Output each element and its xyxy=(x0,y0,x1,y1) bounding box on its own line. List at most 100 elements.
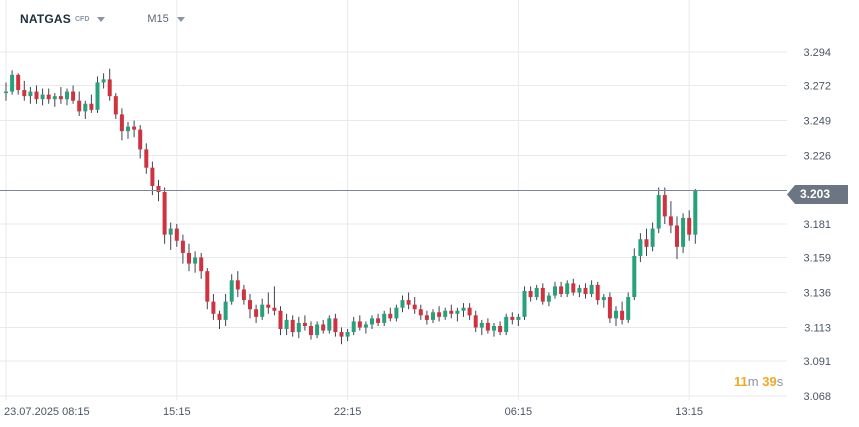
y-tick-label: 3.272 xyxy=(803,80,831,92)
candle-body xyxy=(193,257,198,264)
candle-down xyxy=(687,210,692,241)
candles xyxy=(4,68,698,345)
y-tick-label: 3.294 xyxy=(803,47,831,59)
candle-up xyxy=(101,73,106,89)
candle-body xyxy=(156,185,161,193)
current-price-value: 3.203 xyxy=(800,187,831,201)
candle-body xyxy=(498,325,503,333)
symbol-label[interactable]: NATGAS xyxy=(20,12,71,26)
candle-down xyxy=(77,91,82,116)
candle-body xyxy=(528,290,533,298)
candle-up xyxy=(296,316,301,339)
candle-body xyxy=(534,287,539,298)
candle-down xyxy=(309,321,313,340)
candle-up xyxy=(370,315,374,330)
candle-body xyxy=(424,315,429,320)
countdown-minutes: 11 xyxy=(734,374,748,389)
candle-up xyxy=(479,319,484,336)
candle-up xyxy=(601,294,606,308)
candle-body xyxy=(278,310,283,330)
x-axis: 23.07.2025 08:15 15:15 22:15 06:15 13:15 xyxy=(4,406,703,418)
timeframe-dropdown-icon[interactable] xyxy=(176,16,185,22)
candle-up xyxy=(345,329,350,342)
candle-up xyxy=(260,298,265,320)
candle-up xyxy=(656,187,661,234)
grid-lines xyxy=(0,0,787,400)
candle-body xyxy=(522,290,527,317)
timeframe-selector[interactable]: M15 xyxy=(147,13,169,25)
candle-body xyxy=(504,316,509,333)
candle-down xyxy=(510,312,515,325)
candle-body xyxy=(437,312,442,317)
candle-down xyxy=(34,85,39,104)
candle-body xyxy=(187,252,191,264)
candle-up xyxy=(632,248,637,301)
candle-down xyxy=(235,271,240,298)
candle-body xyxy=(327,318,332,331)
candle-down xyxy=(559,281,564,298)
symbol-dropdown-icon[interactable] xyxy=(97,16,106,22)
candle-body xyxy=(138,129,143,150)
candle-down xyxy=(187,243,191,272)
candle-up xyxy=(577,284,582,298)
candle-body xyxy=(632,255,637,298)
y-tick-label: 3.249 xyxy=(803,115,831,127)
candle-down xyxy=(333,313,338,337)
candle-body xyxy=(485,322,490,331)
candle-body xyxy=(406,300,411,305)
candle-body xyxy=(461,307,466,311)
candle-body xyxy=(644,239,649,247)
candle-body xyxy=(351,321,356,333)
candle-down xyxy=(418,304,423,320)
candle-down xyxy=(675,216,679,260)
x-tick-label: 13:15 xyxy=(675,406,703,418)
candle-down xyxy=(467,303,472,320)
candle-down xyxy=(266,292,271,314)
x-tick-label: 23.07.2025 08:15 xyxy=(4,406,90,418)
candle-body xyxy=(107,79,112,97)
candle-body xyxy=(321,324,326,331)
candle-body xyxy=(16,74,21,91)
candle-up xyxy=(565,280,570,298)
candle-up xyxy=(650,222,655,252)
candle-body xyxy=(479,322,484,328)
candle-up xyxy=(443,307,448,320)
candle-body xyxy=(248,300,252,310)
y-axis: 3.294 3.272 3.249 3.226 3.203 3.181 3.159 3.136… xyxy=(803,47,831,403)
candle-body xyxy=(46,94,51,100)
candle-down xyxy=(150,161,155,196)
candle-body xyxy=(272,307,277,311)
candle-up xyxy=(10,70,15,95)
candle-body xyxy=(443,310,448,317)
candle-body xyxy=(492,325,496,331)
candle-down xyxy=(644,228,649,256)
candle-body xyxy=(113,96,118,115)
candle-body xyxy=(601,297,606,301)
candle-body xyxy=(394,307,399,319)
candle-down xyxy=(89,94,94,113)
price-badge-shape xyxy=(787,185,848,204)
candle-up xyxy=(534,284,539,301)
candle-body xyxy=(205,271,210,302)
candle-body xyxy=(620,310,625,320)
candle-body xyxy=(174,228,179,241)
candle-body xyxy=(595,284,600,301)
candle-up xyxy=(455,307,460,322)
candle-down xyxy=(607,292,612,323)
candle-body xyxy=(431,312,435,320)
candle-body xyxy=(10,74,15,92)
candle-up xyxy=(83,100,88,119)
countdown-seconds-unit: s xyxy=(776,374,784,389)
candle-down xyxy=(46,88,51,104)
candle-up xyxy=(327,315,332,334)
candle-up xyxy=(193,251,198,273)
candle-body xyxy=(339,332,344,337)
candle-body xyxy=(180,240,185,253)
candle-up xyxy=(4,82,8,101)
candle-up xyxy=(693,188,698,244)
candle-down xyxy=(485,318,490,334)
candle-down xyxy=(321,319,326,334)
candle-body xyxy=(388,313,393,319)
candle-body xyxy=(77,100,82,112)
